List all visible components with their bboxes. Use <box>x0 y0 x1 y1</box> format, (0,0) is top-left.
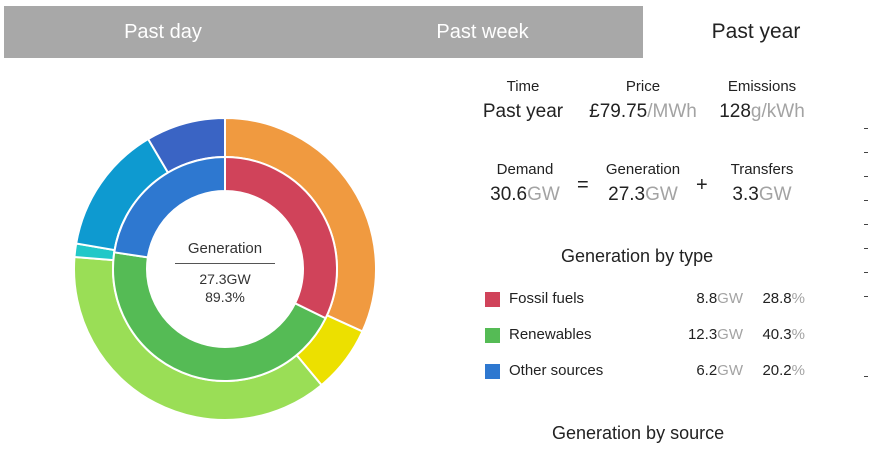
legend-row-renewables: Renewables 12.3GW 40.3% <box>485 326 805 346</box>
legend-gw-unit: GW <box>717 290 743 307</box>
donut-center-label: Generation 27.3GW 89.3% <box>175 240 275 306</box>
legend-pct: 20.2 <box>762 362 792 379</box>
legend-name: Other sources <box>509 362 604 379</box>
stat-generation-label: Generation <box>605 161 681 178</box>
legend-gw: 8.8 <box>696 290 718 307</box>
legend-gw-unit: GW <box>717 326 743 343</box>
stat-time-value: Past year <box>482 101 564 122</box>
stat-price-value: £79.75 <box>589 101 648 122</box>
inner-ring-slice-2 <box>113 155 226 259</box>
stat-transfers-label: Transfers <box>730 161 794 178</box>
stat-price-unit: /MWh <box>647 101 697 122</box>
legend-swatch <box>485 364 500 379</box>
legend-pct-unit: % <box>791 362 805 379</box>
stat-price-label: Price <box>625 78 661 95</box>
stat-generation-value: 27.3 <box>608 184 646 205</box>
tab-past-day[interactable]: Past day <box>4 6 322 58</box>
stat-transfers: Transfers 3.3GW <box>720 161 804 206</box>
legend-pct: 28.8 <box>762 290 792 307</box>
generation-donut-chart <box>73 116 377 421</box>
equals-sign: = <box>577 174 589 196</box>
stat-time: Time Past year <box>478 78 568 123</box>
time-range-tabs: Past day Past week Past year <box>0 0 869 58</box>
stat-emissions-label: Emissions <box>727 78 797 95</box>
center-title: Generation <box>175 240 275 264</box>
legend-swatch <box>485 328 500 343</box>
legend-pct-unit: % <box>791 290 805 307</box>
tab-past-year[interactable]: Past year <box>643 0 869 58</box>
generation-by-source-title: Generation by source <box>552 423 725 443</box>
legend-pct-unit: % <box>791 326 805 343</box>
stat-generation: Generation 27.3GW <box>597 161 689 206</box>
legend-gw: 12.3 <box>687 326 718 343</box>
stat-emissions: Emissions 128g/kWh <box>712 78 812 123</box>
stat-transfers-unit: GW <box>758 184 792 205</box>
center-percent: 89.3% <box>205 289 245 305</box>
stat-generation-unit: GW <box>645 184 678 205</box>
stat-demand-label: Demand <box>496 161 554 178</box>
stat-time-label: Time <box>506 78 540 95</box>
inner-ring-slice-1 <box>112 251 327 382</box>
stat-demand-unit: GW <box>527 184 560 205</box>
stat-price: Price £79.75/MWh <box>578 78 708 123</box>
legend-pct: 40.3 <box>762 326 792 343</box>
generation-by-type-title: Generation by type <box>561 246 714 266</box>
legend-name: Fossil fuels <box>509 290 585 307</box>
inner-ring <box>112 155 338 382</box>
center-value: 27.3GW <box>199 271 251 287</box>
stat-emissions-value: 128 <box>719 101 751 122</box>
legend-name: Renewables <box>509 326 592 343</box>
plus-sign: + <box>696 174 708 196</box>
tab-past-week[interactable]: Past week <box>322 6 643 58</box>
legend-row-other-sources: Other sources 6.2GW 20.2% <box>485 362 805 382</box>
stat-demand-value: 30.6 <box>490 184 528 205</box>
legend-swatch <box>485 292 500 307</box>
stat-emissions-unit: g/kWh <box>750 101 805 122</box>
stat-demand: Demand 30.6GW <box>480 161 570 206</box>
legend-row-fossil-fuels: Fossil fuels 8.8GW 28.8% <box>485 290 805 310</box>
legend-gw-unit: GW <box>717 362 743 379</box>
stat-transfers-value: 3.3 <box>732 184 759 205</box>
legend-gw: 6.2 <box>696 362 718 379</box>
clipped-content-edge <box>864 120 869 390</box>
